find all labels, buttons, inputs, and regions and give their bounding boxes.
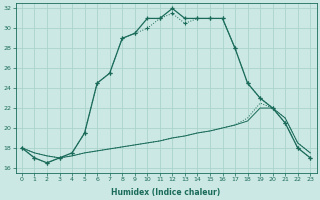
X-axis label: Humidex (Indice chaleur): Humidex (Indice chaleur): [111, 188, 221, 197]
